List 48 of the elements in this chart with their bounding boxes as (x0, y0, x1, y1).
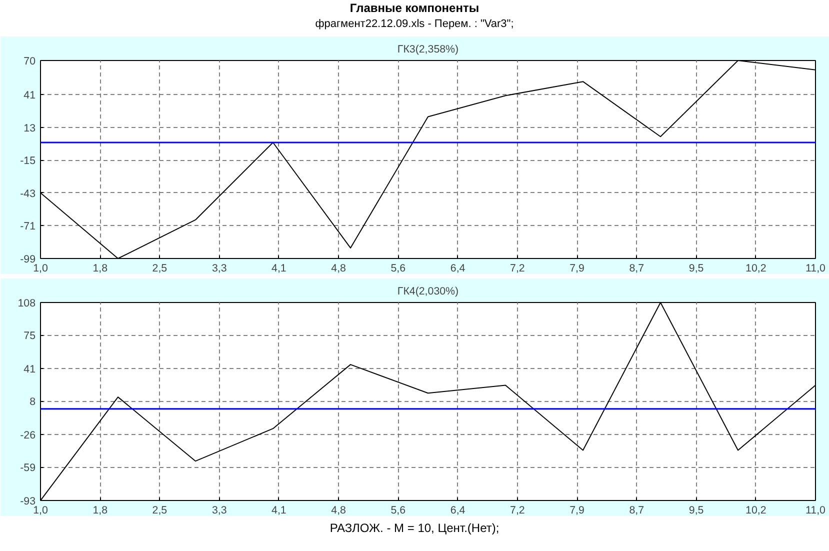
y-tick-label: 8 (30, 396, 36, 408)
x-tick-label: 11,0 (806, 504, 826, 516)
x-tick-label: 1,8 (92, 262, 108, 274)
x-tick-label: 5,6 (390, 504, 406, 516)
y-tick-label: -93 (20, 496, 36, 508)
x-tick-label: 3,3 (212, 504, 227, 516)
y-tick-label: 13 (24, 122, 36, 134)
x-tick-label: 5,6 (390, 262, 406, 274)
y-tick-label: -26 (20, 430, 36, 442)
x-tick-label: 4,1 (272, 504, 286, 516)
y-tick-label: 41 (24, 89, 36, 102)
y-tick-label: -43 (20, 188, 36, 200)
x-tick-label: 1,0 (33, 262, 48, 274)
x-tick-label: 10,2 (746, 504, 766, 516)
y-tick-label: -99 (20, 254, 36, 266)
chart-title: ГК3(2,358%) (397, 44, 459, 56)
line-series (40, 60, 816, 258)
x-tick-label: 10,2 (746, 262, 766, 274)
y-tick-label: -59 (20, 462, 36, 474)
x-tick-label: 7,2 (510, 262, 525, 274)
y-tick-label: -71 (20, 220, 36, 233)
text: РАЗЛОЖ. - М = 10, Цент.(Нет); (328, 520, 500, 537)
y-tick-label: -15 (20, 155, 36, 168)
x-tick-label: 8,7 (629, 262, 644, 274)
x-tick-label: 6,4 (450, 504, 466, 516)
y-tick-label: 41 (24, 364, 36, 376)
x-tick-label: 4,1 (272, 262, 286, 274)
y-tick-label: 108 (18, 298, 36, 310)
y-tick-label: 70 (24, 56, 36, 68)
y-tick-label: 75 (24, 330, 36, 342)
text: фрагмент22.12.09.xls - Перем. : "Var3"; (314, 17, 515, 32)
x-tick-label: 7,9 (570, 504, 585, 516)
chart-title: ГК4(2,030%) (397, 286, 459, 298)
x-tick-label: 8,7 (629, 504, 644, 516)
x-tick-label: 7,2 (510, 504, 525, 516)
x-tick-label: 2,5 (152, 262, 168, 274)
x-tick-label: 1,8 (92, 504, 108, 516)
x-tick-label: 9,5 (688, 262, 704, 274)
x-tick-label: 7,9 (570, 262, 585, 274)
x-tick-label: 3,3 (212, 262, 227, 274)
text: Главные компоненты (348, 0, 480, 17)
x-tick-label: 11,0 (806, 262, 826, 274)
x-tick-label: 4,8 (331, 504, 346, 516)
x-tick-label: 1,0 (33, 504, 48, 516)
x-tick-label: 2,5 (152, 504, 168, 516)
x-tick-label: 4,8 (331, 262, 346, 274)
x-tick-label: 6,4 (450, 262, 466, 274)
x-tick-label: 9,5 (688, 504, 704, 516)
